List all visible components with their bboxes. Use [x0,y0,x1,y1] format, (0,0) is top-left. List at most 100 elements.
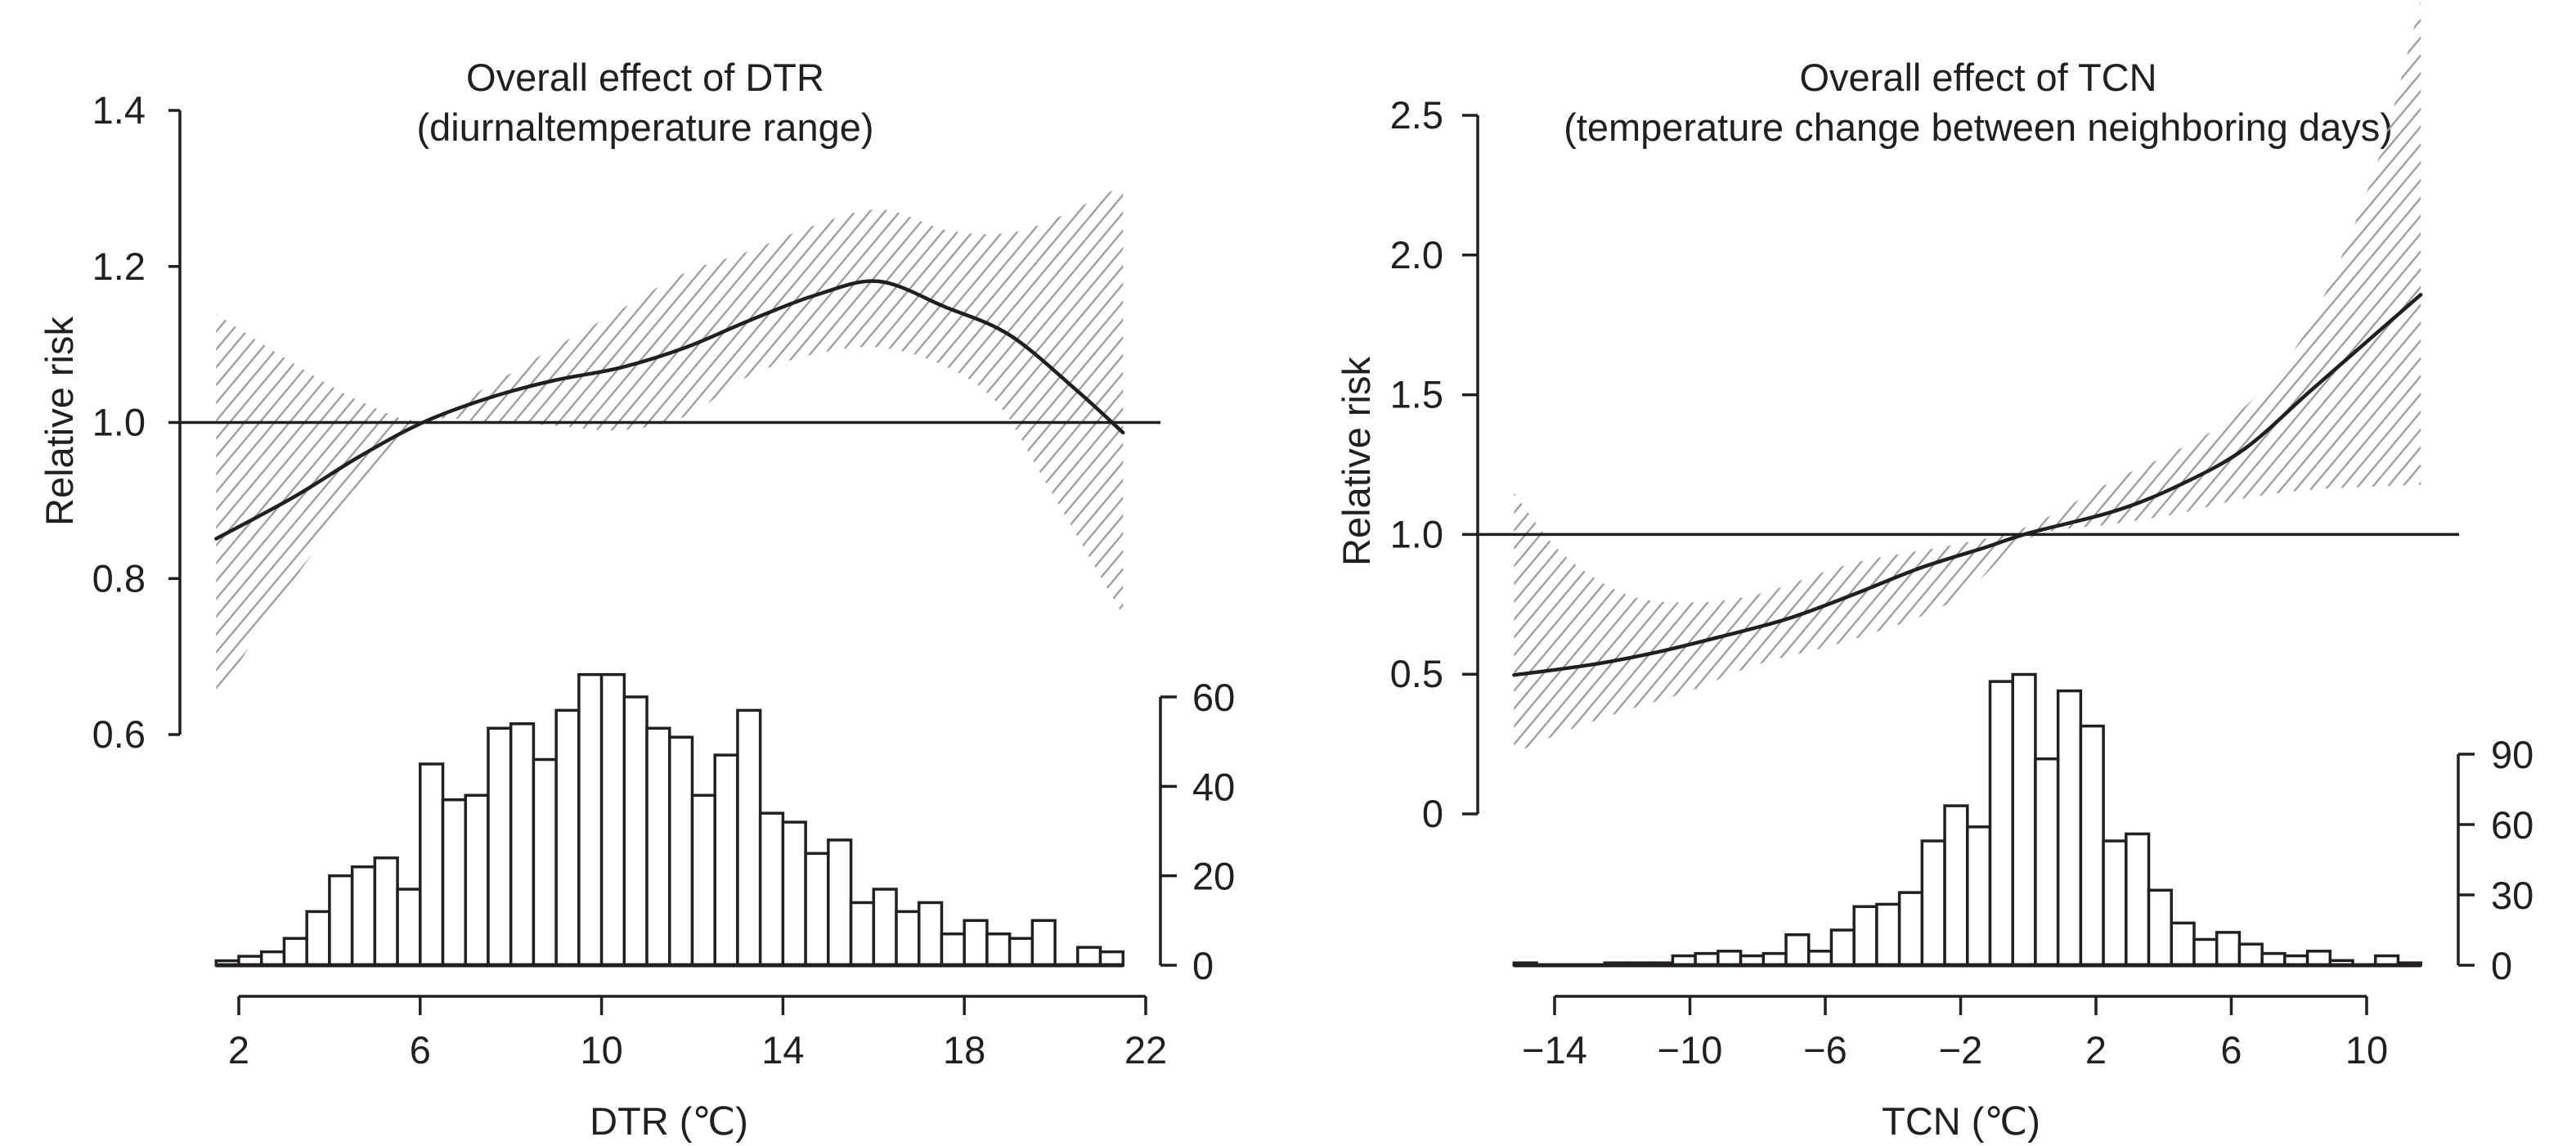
y-tick-label: 1.4 [92,88,146,132]
y-tick-label: 1.0 [92,401,146,444]
histogram-count-axis: 0 30 60 90 [2457,733,2533,987]
histogram-bar [373,856,399,967]
histogram-bar [668,735,694,967]
histogram-bar [985,932,1012,967]
histogram-bar [577,672,604,967]
histogram-bar [328,874,354,967]
title-line-1: Overall effect of TCN [1799,56,2156,99]
x-tick-label: 10 [580,1028,622,1072]
x-tick-label: −6 [1803,1028,1847,1072]
histogram-bar [1988,680,2014,967]
count-tick-label: 90 [2491,733,2533,776]
title-line-2: (diurnaltemperature range) [416,106,873,149]
x-tick-label: 2 [2085,1028,2107,1072]
histogram-bar [713,753,739,967]
y-tick-label: 0.6 [92,712,146,756]
histogram-bar [895,910,921,967]
y-tick-label: 1.5 [1390,373,1443,416]
histogram-bar [1008,937,1034,967]
histogram-bar [396,888,422,967]
histogram-bar [736,708,762,967]
histogram-bar [2237,942,2264,967]
title-line-1: Overall effect of DTR [466,56,824,99]
histogram-bar [1829,928,1856,967]
histogram-bar [2215,931,2242,967]
histogram-bar [1717,950,1743,967]
count-tick-label: 40 [1192,765,1235,808]
histogram-bar [532,757,558,967]
histogram-bar [464,793,490,967]
y-axis: 0 0.5 1.0 1.5 2.0 2.5 [1390,93,1479,835]
histogram-bar [940,932,966,967]
histogram-bar [350,865,377,967]
histogram-bar [804,852,830,967]
histogram-bar [1076,946,1102,967]
histogram-bar [1943,804,1969,967]
histogram-bar [622,695,648,967]
histogram-bar [282,937,308,967]
histogram-bar [2011,672,2037,967]
y-tick-label: 2.0 [1390,233,1443,276]
title-line-2: (temperature change between neighboring … [1564,106,2393,149]
ci-band [1514,0,2421,754]
panel-tcn: Overall effect of TCN (temperature chang… [1335,0,2533,1143]
histogram-bar [2079,724,2105,967]
x-tick-label: 18 [943,1028,985,1072]
y-tick-label: 0 [1422,792,1443,835]
x-tick-label: −14 [1522,1028,1587,1072]
histogram [214,672,1125,968]
y-axis: 0.6 0.8 1.0 1.2 1.4 [92,88,182,756]
histogram-bar [2170,921,2196,967]
count-tick-label: 0 [1192,944,1214,987]
histogram-count-axis: 0 20 40 60 [1159,676,1235,987]
x-tick-label: 6 [410,1028,431,1072]
x-axis-label: DTR (℃) [590,1099,748,1143]
ci-band-area [216,185,1124,699]
histogram-bar [599,672,626,967]
count-tick-label: 20 [1192,855,1235,898]
y-tick-label: 1.2 [92,245,146,288]
histogram-bar [1784,933,1811,967]
rr-line [214,279,1125,541]
histogram-bar [918,901,944,967]
histogram-bar [1920,839,1946,967]
histogram-bar [781,820,807,967]
y-tick-label: 2.5 [1390,93,1443,137]
histogram [1512,672,2422,968]
histogram-bar [305,910,331,967]
histogram-bar [1966,825,1992,967]
panel-dtr: Overall effect of DTR (diurnaltemperatur… [38,56,1235,1143]
ci-band-area [1514,0,2421,754]
histogram-bar [509,722,536,967]
histogram-bar [2147,888,2174,967]
rr-curve [214,279,1125,541]
count-tick-label: 60 [2491,803,2533,847]
x-tick-label: −2 [1939,1028,1983,1072]
y-tick-label: 0.8 [92,556,146,600]
histogram-bar [2102,839,2128,967]
histogram-bar [1806,950,1833,967]
x-tick-label: 22 [1124,1028,1167,1072]
x-tick-label: −10 [1658,1028,1723,1072]
histogram-bar [758,811,785,967]
x-axis: −14 −10 −6 −2 2 6 10 [1522,995,2388,1072]
histogram-bar [1852,905,1878,967]
histogram-bar [1875,902,1901,967]
histogram-bar [2192,937,2219,967]
histogram-bar [441,798,468,967]
histogram-bar [963,919,989,967]
x-axis-label: TCN (℃) [1882,1099,2040,1143]
y-tick-label: 1.0 [1390,512,1443,555]
x-tick-label: 2 [228,1028,249,1072]
x-tick-label: 14 [761,1028,804,1072]
ci-band [216,185,1124,699]
histogram-bar [487,726,513,967]
histogram-bar [2034,757,2060,967]
count-tick-label: 60 [1192,676,1235,719]
x-tick-label: 6 [2220,1028,2242,1072]
histogram-bar [849,901,876,967]
rr-line [1512,293,2423,677]
y-axis-label: Relative risk [38,317,81,526]
histogram-bar [645,726,671,967]
